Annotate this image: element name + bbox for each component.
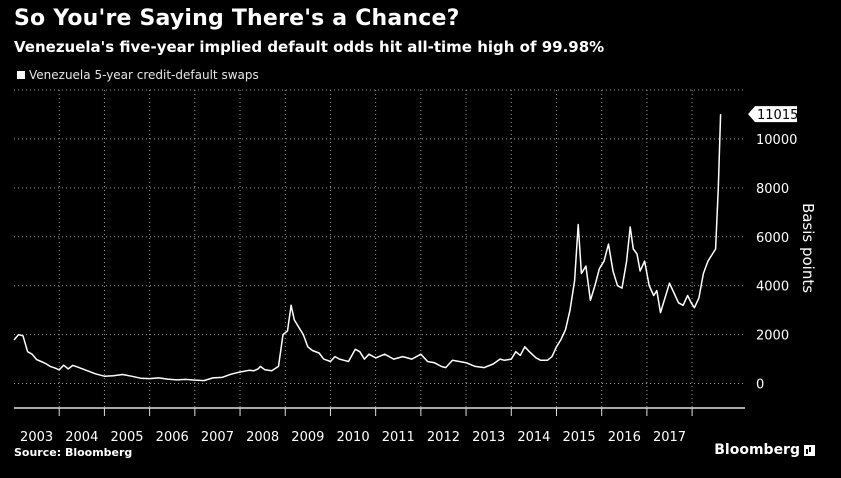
source-note: Source: Bloomberg — [14, 446, 133, 459]
x-tick-label: 2009 — [291, 430, 324, 445]
x-tick-label: 2012 — [427, 430, 460, 445]
x-tick-label: 2006 — [156, 430, 189, 445]
x-tick-label: 2007 — [201, 430, 234, 445]
brand-logo: Bloomberg — [714, 442, 815, 458]
x-tick-label: 2004 — [65, 430, 98, 445]
y-tick-label: 2000 — [756, 329, 789, 344]
y-tick-label: 6000 — [756, 231, 789, 246]
y-tick-label: 8000 — [756, 182, 789, 197]
last-value-label: 11015 — [757, 108, 798, 123]
legend: Venezuela 5-year credit-default swaps — [17, 68, 259, 82]
x-tick-label: 2008 — [246, 430, 279, 445]
x-tick-label: 2003 — [20, 430, 53, 445]
y-tick-label: 4000 — [756, 280, 789, 295]
x-tick-label: 2013 — [472, 430, 505, 445]
y-tick-label: 10000 — [756, 133, 797, 148]
x-tick-label: 2010 — [337, 430, 370, 445]
brand-name: Bloomberg — [714, 442, 800, 458]
x-tick-label: 2014 — [517, 430, 550, 445]
x-tick-label: 2016 — [608, 430, 641, 445]
x-tick-label: 2005 — [110, 430, 143, 445]
x-tick-label: 2017 — [653, 430, 686, 445]
last-value-tag — [748, 106, 797, 123]
chart-title: So You're Saying There's a Chance? — [14, 6, 460, 31]
legend-swatch — [17, 71, 25, 79]
x-tick-label: 2015 — [563, 430, 596, 445]
y-axis-label: Basis points — [799, 203, 817, 293]
x-tick-label: 2011 — [382, 430, 415, 445]
y-tick-label: 0 — [756, 378, 764, 393]
cds-series-line — [13, 114, 722, 382]
legend-label: Venezuela 5-year credit-default swaps — [29, 68, 259, 82]
bar-chart-icon — [804, 444, 815, 456]
chart-subtitle: Venezuela's five-year implied default od… — [14, 38, 605, 56]
